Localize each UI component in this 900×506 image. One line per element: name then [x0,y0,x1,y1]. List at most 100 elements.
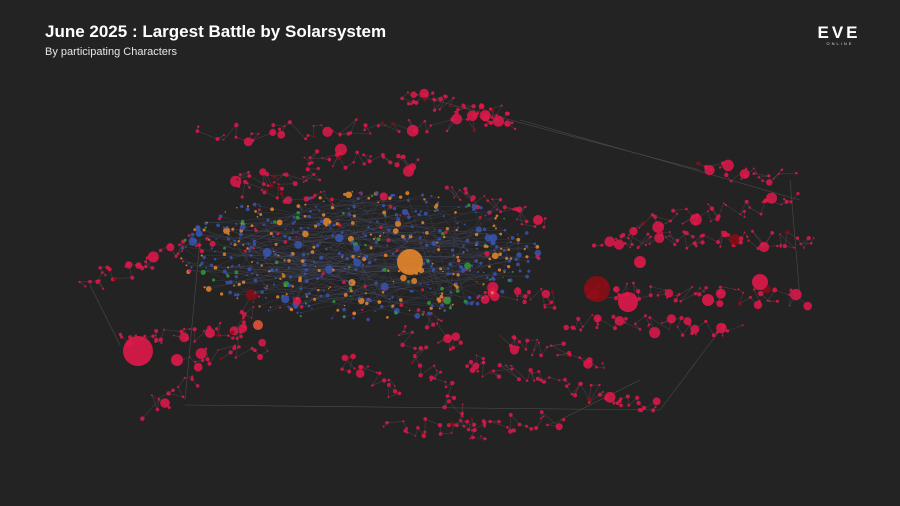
system [283,234,287,238]
system [486,199,490,203]
system [445,334,450,339]
system [648,293,653,298]
system [163,328,166,331]
system [259,213,263,216]
system [500,104,503,107]
system [317,288,320,292]
jump-link [354,206,458,239]
system [495,245,499,249]
system [502,276,504,279]
system [190,377,194,381]
system [257,208,261,212]
system [516,252,522,258]
system [166,243,175,252]
system [392,389,398,394]
system [513,334,516,337]
system [376,237,381,242]
jump-link [313,124,322,127]
system [244,312,247,315]
system [347,207,350,210]
system [589,383,593,387]
system [500,247,503,250]
jump-link [725,204,745,218]
system [420,242,422,244]
system [767,174,771,178]
system [691,235,695,239]
system [591,313,594,316]
system [482,271,485,274]
system [485,245,489,249]
system [212,278,216,282]
system [541,289,551,299]
jump-link [184,239,201,401]
system [343,192,347,196]
system [213,257,217,261]
system [725,286,727,289]
battle [123,336,153,366]
system [306,295,308,298]
system [507,278,511,282]
system [438,96,443,102]
system [429,306,433,311]
jump-link [305,229,479,270]
system [155,407,160,412]
system [465,238,470,243]
system [351,254,355,259]
system [481,360,486,365]
system [471,104,476,109]
system [476,369,480,373]
system [451,332,461,341]
system [740,178,743,181]
system [395,249,399,253]
system [509,241,512,244]
jump-link [374,269,500,312]
system [718,166,722,169]
system [331,165,334,168]
system [552,306,557,310]
system [316,222,321,227]
system [207,361,212,366]
system [742,291,745,294]
system [84,285,87,288]
system [442,405,447,410]
system [325,293,330,298]
system [694,242,696,245]
system [601,390,605,393]
system [472,422,477,427]
system [486,276,489,279]
system [322,126,333,138]
system [385,315,389,319]
system [350,221,355,225]
system [358,255,360,258]
system [648,323,651,326]
system [543,305,547,309]
system [310,161,314,165]
system [291,222,295,225]
system [448,306,452,310]
jump-link [356,152,365,165]
jump-link [248,233,272,244]
system [240,219,245,224]
jump-link [410,236,519,240]
system [431,91,435,95]
system [144,264,148,269]
system [304,203,307,206]
system [782,197,786,201]
system [414,312,421,319]
system [432,364,436,367]
system [475,241,479,245]
system [649,327,661,339]
system [352,204,356,209]
system [680,333,685,337]
system [436,241,439,244]
system [252,247,255,250]
jump-link [339,119,357,135]
system [772,178,775,180]
system [515,218,518,221]
system [274,242,278,246]
system [679,299,683,303]
system [722,324,726,328]
system [598,383,601,387]
system [685,207,688,211]
system [135,262,142,269]
